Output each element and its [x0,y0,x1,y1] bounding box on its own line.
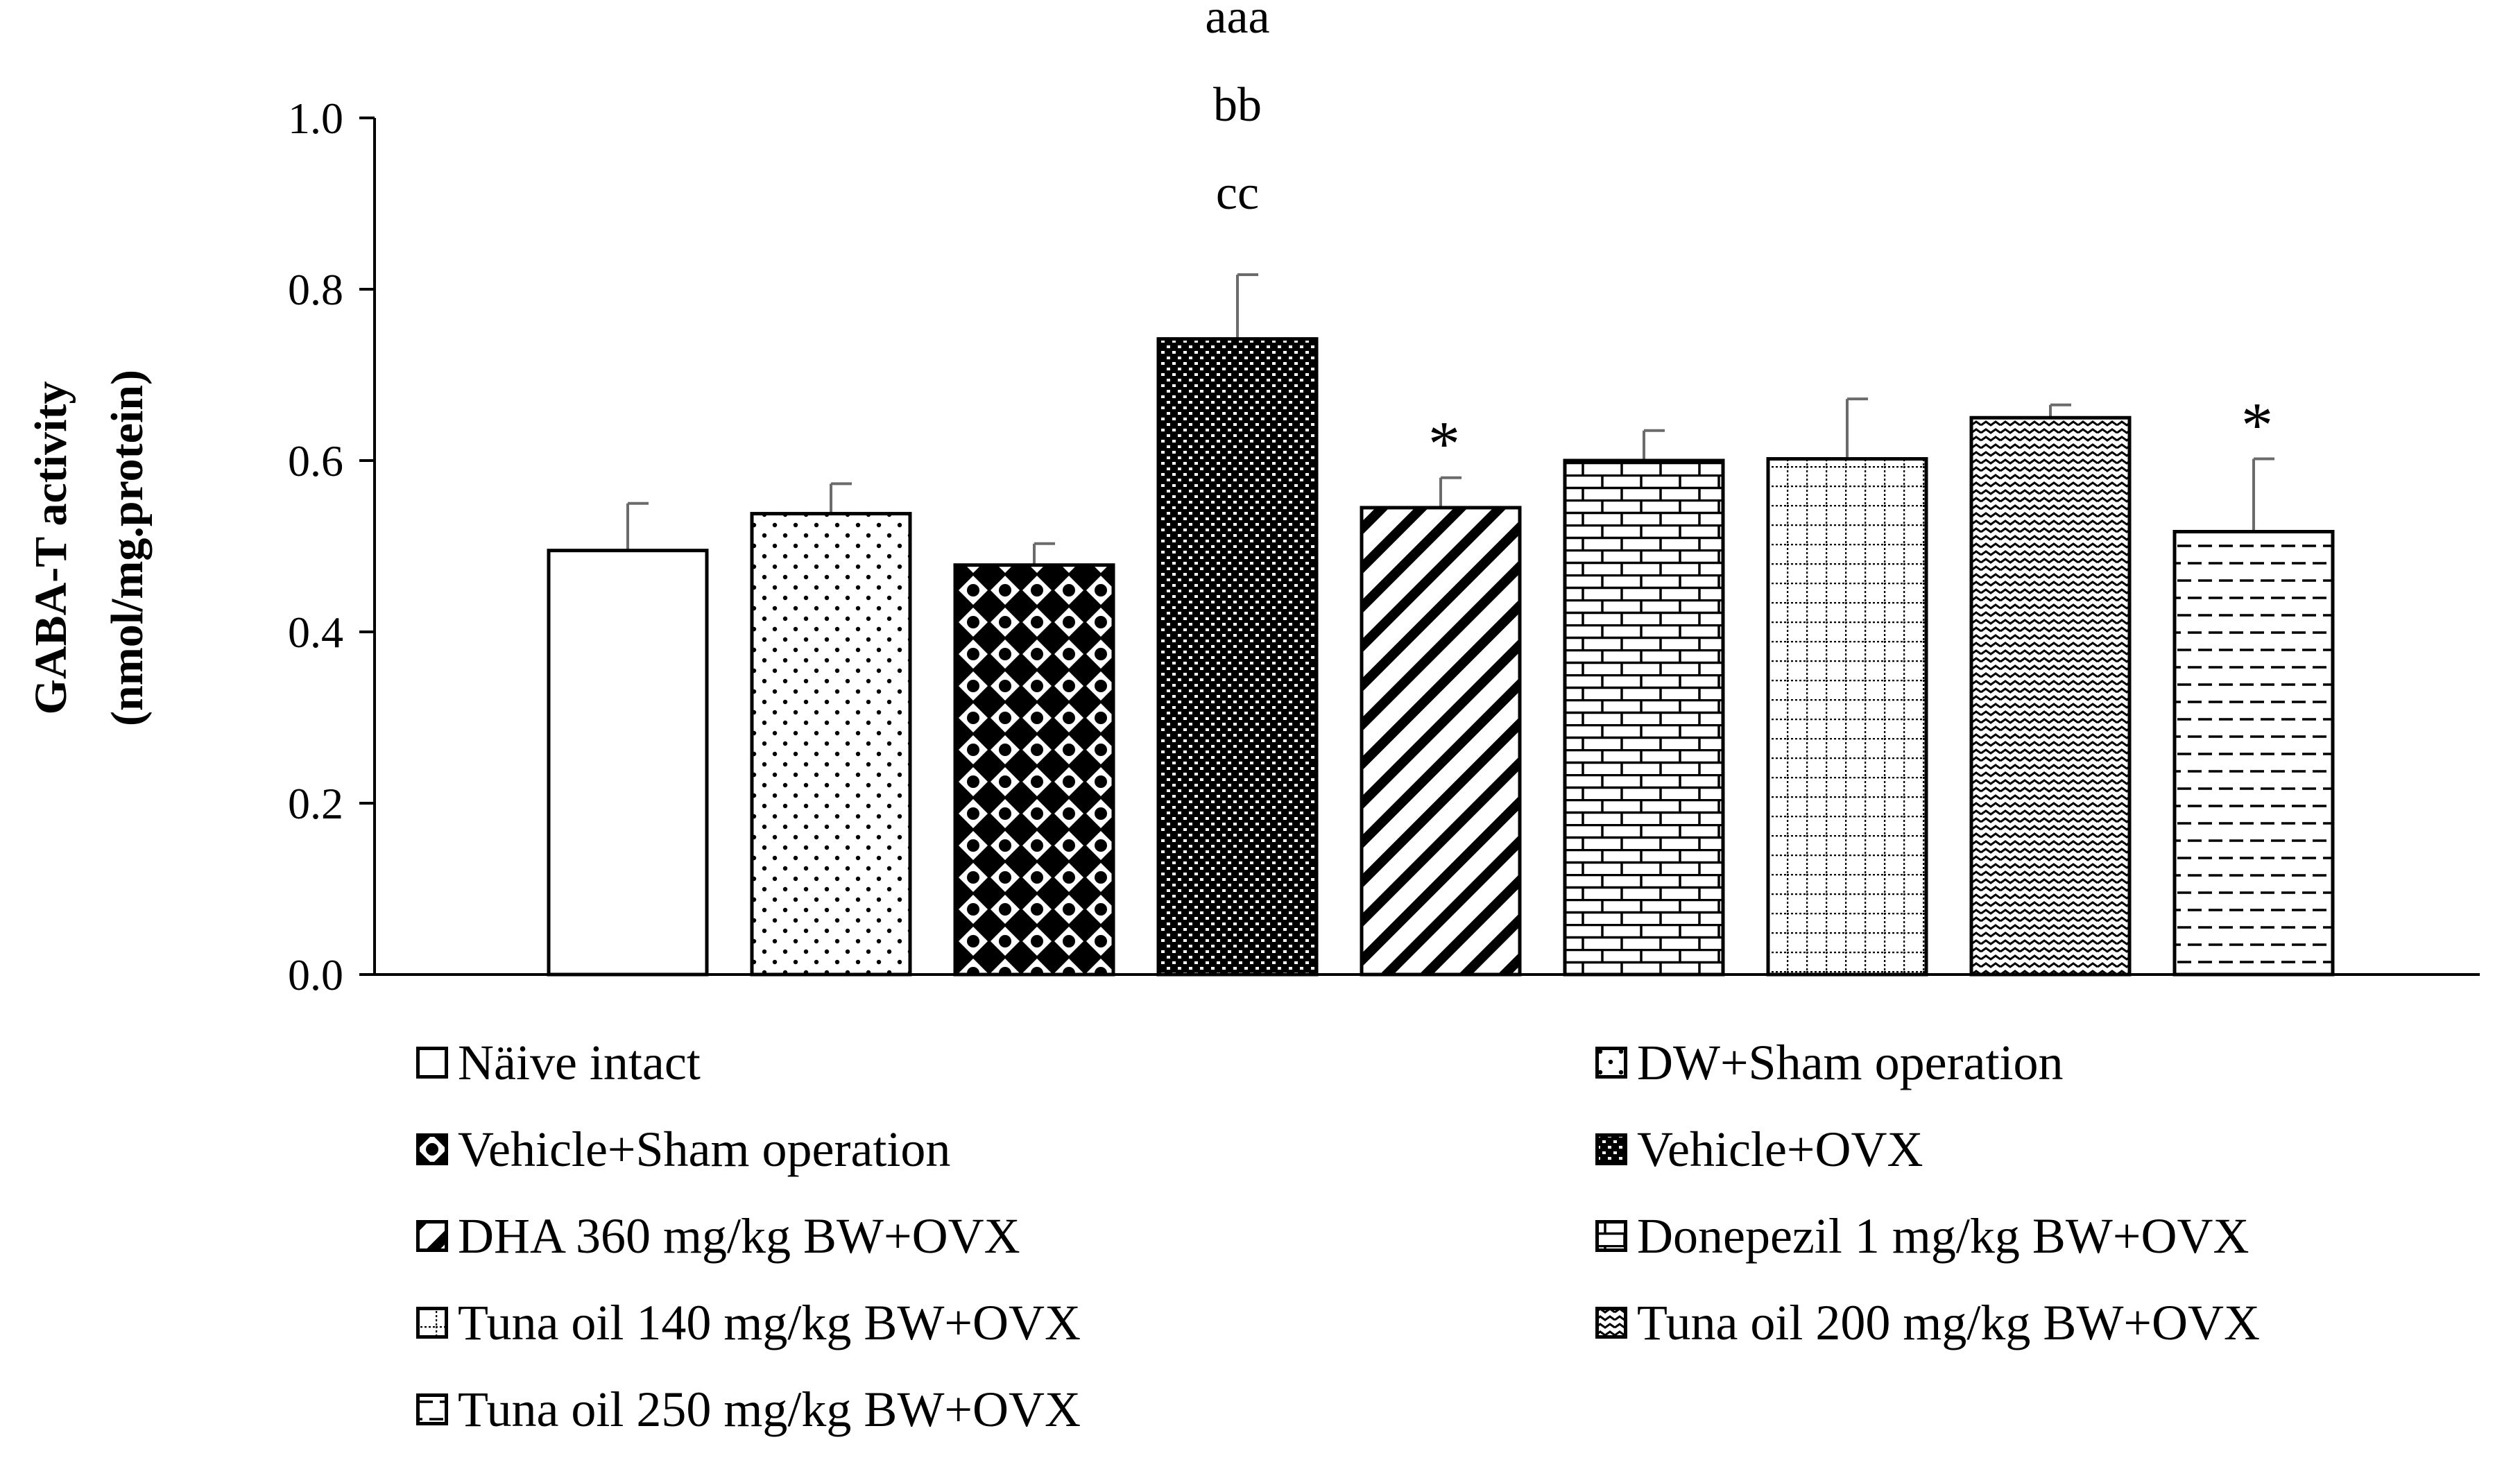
legend-item: Tuna oil 250 mg/kg BW+OVX [416,1382,1081,1437]
y-axis: 0.0 0.2 0.4 0.6 0.8 1.0 [288,94,376,999]
legend-swatch [1595,1220,1627,1252]
legend-label: Vehicle+Sham operation [458,1121,951,1177]
legend-item: Tuna oil 200 mg/kg BW+OVX [1595,1295,2260,1350]
bar-group [2172,457,2335,977]
bar-group [1563,429,1725,977]
legend-item: Näive intact [416,1035,701,1090]
legend-item: Donepezil 1 mg/kg BW+OVX [1595,1208,2249,1264]
bar-7 [1766,457,1928,977]
bar-group [1156,273,1319,977]
y-axis-label-line-2: (nmol/mg.protein) [102,370,153,726]
bar-group [953,542,1115,977]
y-tick-label: 0.0 [288,950,343,999]
annotations-group: aaa bb cc * * [1205,0,2273,479]
bar-5 [1360,506,1522,977]
legend-label: Tuna oil 250 mg/kg BW+OVX [458,1381,1081,1437]
bar-4 [1156,337,1319,977]
legend-item: DHA 360 mg/kg BW+OVX [416,1208,1020,1264]
significance-star: * [1428,409,1460,479]
y-tick-label: 0.2 [288,779,343,828]
legend-label: Näive intact [458,1034,701,1090]
bar-group [1766,397,1928,977]
y-tick-label: 0.8 [288,265,343,314]
legend-swatch [416,1307,448,1339]
legend: Näive intact DW+Sham operation Vehicle+Sha… [416,1035,2462,1465]
legend-swatch [416,1133,448,1165]
bar-group [1360,476,1522,977]
legend-swatch [1595,1133,1627,1165]
legend-swatch [416,1047,448,1079]
legend-swatch [1595,1307,1627,1339]
y-axis-label-line-1: GABA-T activity [26,381,76,715]
legend-label: Vehicle+OVX [1637,1121,1923,1177]
bar-8 [1969,415,2132,977]
legend-label: DHA 360 mg/kg BW+OVX [458,1208,1020,1264]
bar-group [547,501,709,977]
legend-item: DW+Sham operation [1595,1035,2063,1090]
significance-label: aaa [1205,0,1269,44]
legend-item: Tuna oil 140 mg/kg BW+OVX [416,1295,1081,1350]
significance-label: bb [1213,78,1262,132]
bar-1 [547,549,709,977]
y-tick-label: 0.4 [288,608,343,657]
legend-label: Tuna oil 200 mg/kg BW+OVX [1637,1294,2260,1350]
bar-2 [750,512,912,977]
legend-swatch [1595,1047,1627,1079]
significance-star: * [2241,390,2273,461]
legend-item: Vehicle+OVX [1595,1122,1923,1177]
legend-label: Donepezil 1 mg/kg BW+OVX [1637,1208,2249,1264]
bar-group [750,482,912,977]
significance-label: cc [1216,166,1259,220]
legend-label: DW+Sham operation [1637,1034,2064,1090]
legend-item: Vehicle+Sham operation [416,1122,950,1177]
legend-swatch [416,1220,448,1252]
bars-group [547,273,2335,977]
y-tick-label: 1.0 [288,94,343,143]
legend-swatch [416,1393,448,1425]
bar-9 [2172,530,2335,977]
bar-group [1969,403,2132,977]
bar-6 [1563,458,1725,977]
y-tick-label: 0.6 [288,436,343,486]
bar-3 [953,563,1115,977]
legend-label: Tuna oil 140 mg/kg BW+OVX [458,1294,1081,1350]
